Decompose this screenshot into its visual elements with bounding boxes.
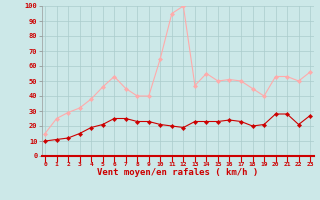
X-axis label: Vent moyen/en rafales ( km/h ): Vent moyen/en rafales ( km/h ) — [97, 168, 258, 177]
